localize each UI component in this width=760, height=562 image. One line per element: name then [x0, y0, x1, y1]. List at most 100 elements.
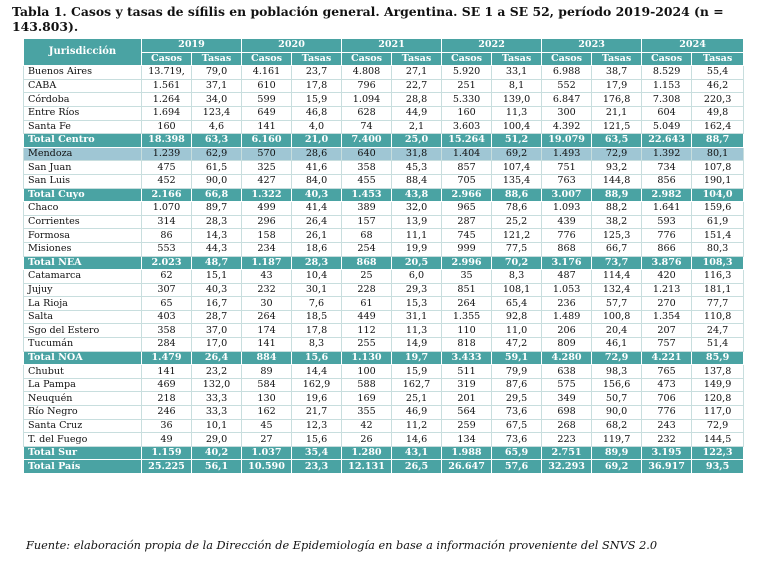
jurisdiction-cell: Jujuy — [23, 282, 142, 298]
casos-cell: 765 — [641, 364, 693, 379]
casos-cell: 207 — [641, 323, 693, 339]
tasas-cell: 29,0 — [190, 432, 243, 447]
casos-cell: 1.354 — [641, 309, 693, 325]
casos-cell: 1.280 — [341, 445, 393, 461]
table-row: Tucumán 284 17,0 141 8,3 255 14,9 818 47,2 809 46,… — [23, 337, 745, 352]
tasas-cell: 26,4 — [190, 350, 243, 366]
tasas-cell: 14,4 — [291, 364, 343, 379]
tasas-cell: 69,2 — [491, 146, 543, 162]
jurisdiction-cell: Santa Cruz — [23, 418, 142, 434]
table-body: Buenos Aires 13.719, 79,0 4.161 23,7 4.808 27,… — [23, 65, 745, 474]
casos-cell: 314 — [141, 214, 192, 230]
casos-cell: 13.719, — [141, 65, 192, 80]
casos-cell: 325 — [241, 160, 293, 175]
jurisdiction-cell: Total Sur — [23, 445, 142, 461]
casos-cell: 868 — [341, 255, 393, 271]
casos-cell: 6.988 — [541, 65, 593, 80]
tasas-cell: 28,3 — [291, 255, 343, 271]
tasas-cell: 20,5 — [391, 255, 443, 271]
tasas-cell: 37,0 — [190, 323, 243, 339]
tasas-cell: 77,5 — [491, 241, 543, 257]
syphilis-table: Jurisdicción 2019 2020 2021 2022 2023 20… — [23, 37, 745, 474]
casos-cell: 796 — [341, 78, 393, 94]
table-row: Jujuy 307 40,3 232 30,1 228 29,3 851 108,1 1.053 1… — [23, 282, 745, 298]
tasas-header: Tasas — [291, 51, 343, 67]
casos-cell: 201 — [441, 391, 493, 407]
casos-cell: 254 — [341, 241, 393, 257]
tasas-cell: 73,6 — [491, 432, 543, 447]
tasas-cell: 30,1 — [291, 282, 343, 298]
casos-cell: 389 — [341, 201, 393, 216]
casos-cell: 469 — [141, 377, 192, 393]
casos-cell: 1.153 — [641, 78, 693, 94]
casos-cell: 638 — [541, 364, 593, 379]
casos-cell: 1.094 — [341, 92, 393, 107]
casos-cell: 511 — [441, 364, 493, 379]
tasas-cell: 63,5 — [591, 133, 643, 148]
tasas-cell: 87,6 — [491, 377, 543, 393]
tasas-cell: 23,3 — [291, 459, 343, 474]
tasas-cell: 79,9 — [491, 364, 543, 379]
tasas-cell: 116,3 — [691, 269, 745, 284]
tasas-cell: 4,6 — [190, 119, 243, 135]
casos-cell: 236 — [541, 296, 593, 311]
casos-cell: 18.398 — [141, 133, 192, 148]
casos-cell: 757 — [641, 337, 693, 352]
tasas-cell: 4,0 — [291, 119, 343, 135]
casos-cell: 734 — [641, 160, 693, 175]
casos-cell: 169 — [341, 391, 393, 407]
casos-cell: 15.264 — [441, 133, 493, 148]
tasas-cell: 33,3 — [190, 391, 243, 407]
tasas-cell: 73,7 — [591, 255, 643, 271]
tasas-cell: 156,6 — [591, 377, 643, 393]
jurisdiction-cell: Salta — [23, 309, 142, 325]
table-row: La Pampa 469 132,0 584 162,9 588 162,7 319 87,6 5… — [23, 377, 745, 393]
jurisdiction-cell: Total NEA — [23, 255, 142, 271]
casos-cell: 999 — [441, 241, 493, 257]
tasas-cell: 43,1 — [391, 445, 443, 461]
table-row: Chaco 1.070 89,7 499 41,4 389 32,0 965 78,6 1.093… — [23, 201, 745, 216]
casos-cell: 449 — [341, 309, 393, 325]
casos-cell: 134 — [441, 432, 493, 447]
casos-cell: 473 — [641, 377, 693, 393]
tasas-cell: 88,7 — [691, 133, 745, 148]
total-row: Total Centro 18.398 63,3 6.160 21,0 7.400 25,0… — [23, 133, 745, 148]
tasas-cell: 88,2 — [591, 201, 643, 216]
tasas-cell: 14,9 — [391, 337, 443, 352]
table-row: San Luis 452 90,0 427 84,0 455 88,4 705 135,4 763… — [23, 173, 745, 189]
casos-cell: 1.392 — [641, 146, 693, 162]
casos-cell: 5.049 — [641, 119, 693, 135]
casos-cell: 1.493 — [541, 146, 593, 162]
tasas-cell: 10,4 — [291, 269, 343, 284]
table-row: Córdoba 1.264 34,0 599 15,9 1.094 28,8 5.330 139… — [23, 92, 745, 107]
table-title: Tabla 1. Casos y tasas de sífilis en pob… — [12, 4, 724, 34]
tasas-cell: 149,9 — [691, 377, 745, 393]
casos-cell: 45 — [241, 418, 293, 434]
casos-cell: 1.988 — [441, 445, 493, 461]
tasas-cell: 51,4 — [691, 337, 745, 352]
table-row: Chubut 141 23,2 89 14,4 100 15,9 511 79,9 638 98,3… — [23, 364, 745, 379]
tasas-cell: 19,6 — [291, 391, 343, 407]
casos-cell: 640 — [341, 146, 393, 162]
casos-header: Casos — [541, 51, 593, 67]
tasas-cell: 8,1 — [491, 78, 543, 94]
tasas-cell: 61,5 — [190, 160, 243, 175]
tasas-cell: 11,2 — [391, 418, 443, 434]
casos-header: Casos — [441, 51, 493, 67]
tasas-cell: 181,1 — [691, 282, 745, 298]
tasas-cell: 17,8 — [291, 78, 343, 94]
casos-cell: 809 — [541, 337, 593, 352]
casos-cell: 7.400 — [341, 133, 393, 148]
casos-cell: 4.161 — [241, 65, 293, 80]
tasas-cell: 46,2 — [691, 78, 745, 94]
casos-cell: 1.239 — [141, 146, 192, 162]
jurisdiction-cell: Sgo del Estero — [23, 323, 142, 339]
tasas-cell: 46,1 — [591, 337, 643, 352]
tasas-cell: 21,0 — [291, 133, 343, 148]
casos-cell: 6.160 — [241, 133, 293, 148]
tasas-cell: 49,8 — [691, 105, 745, 121]
casos-cell: 1.093 — [541, 201, 593, 216]
tasas-cell: 56,1 — [190, 459, 243, 474]
tasas-cell: 144,8 — [591, 173, 643, 189]
jurisdiction-cell: Corrientes — [23, 214, 142, 230]
